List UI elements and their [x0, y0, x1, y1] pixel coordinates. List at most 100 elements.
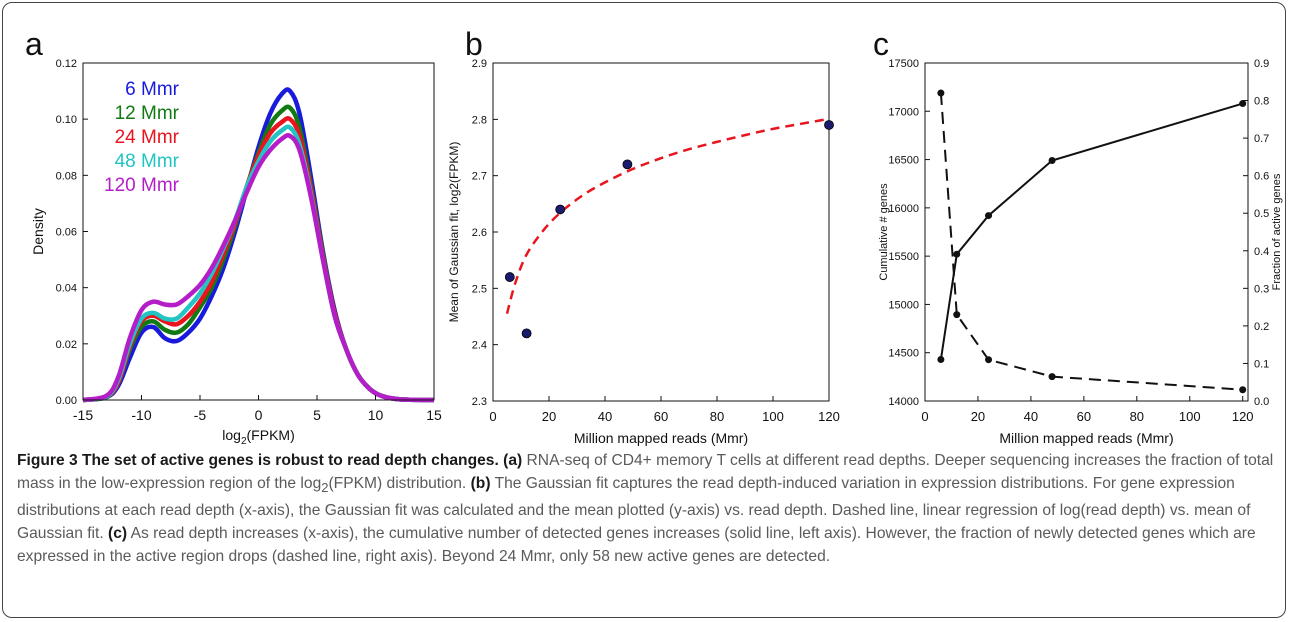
panel-a-x-tick-label: -10	[131, 407, 151, 423]
panel-b-y-tick-label: 2.3	[472, 396, 487, 408]
panel-c-left-y-axis-label: Cumulative # genes	[878, 183, 890, 281]
panel-a-x-tick-label: -15	[73, 407, 93, 423]
fraction-active-point	[937, 89, 945, 97]
panel-c-left-y-tick-label: 17000	[888, 106, 919, 118]
caption-b-text: The Gaussian fit captures the read depth…	[17, 475, 1251, 543]
legend-entry-120-mmr: 120 Mmr	[104, 175, 180, 196]
panel-b-x-tick-label: 60	[654, 409, 668, 424]
panel-c-label: c	[873, 26, 889, 62]
figure-caption: Figure 3 The set of active genes is robu…	[17, 449, 1279, 568]
panel-a-y-tick-label: 0.04	[56, 283, 77, 295]
panel-b-y-tick-label: 2.4	[472, 340, 487, 352]
caption-a-text: RNA-seq of CD4+ memory T cells at differ…	[17, 452, 1274, 492]
legend-entry-24-mmr: 24 Mmr	[115, 127, 180, 148]
figure-panels: a-15 -10 -5 0 5 10 150.000.020.040.060.080.100…	[25, 26, 1283, 447]
panel-a-x-axis-label: log2(FPKM)	[222, 427, 294, 447]
cumulative-genes-line	[939, 102, 1243, 360]
panel-b-label: b	[465, 26, 483, 62]
panel-a-x-tick-label: -5	[194, 407, 207, 423]
fraction-active-point	[1239, 386, 1247, 394]
panel-b-x-tick-label: 80	[710, 409, 724, 424]
panel-a-y-axis-label: Density	[30, 208, 46, 255]
caption-title: Figure 3 The set of active genes is robu…	[17, 452, 499, 469]
cumulative-genes-point	[1048, 157, 1056, 165]
panel-c-right-y-tick-label: 0.9	[1254, 58, 1269, 70]
panel-c-left-y-tick-label: 15000	[888, 299, 919, 311]
panel-c-left-y-tick-label: 16000	[888, 203, 919, 215]
panel-b-x-tick-label: 120	[818, 409, 840, 424]
panel-a-y-tick-label: 0.06	[56, 227, 77, 239]
panel-a-x-tick-label: 10	[368, 407, 384, 423]
panel-b-y-tick-label: 2.6	[472, 227, 487, 239]
panel-a-x-tick-label: 15	[426, 407, 442, 423]
panel-a-x-tick-label: 0	[255, 407, 263, 423]
panel-c-left-y-tick-label: 14000	[888, 396, 919, 408]
panel-c-right-y-tick-label: 0.8	[1254, 96, 1269, 108]
panel-b-y-tick-label: 2.5	[472, 283, 487, 295]
panel-a-y-tick-label: 0.12	[56, 58, 77, 70]
caption-a-text-end: (FPKM) distribution.	[328, 475, 467, 492]
caption-c-text: As read depth increases (x-axis), the cu…	[17, 525, 1256, 566]
caption-c-label: (c)	[108, 525, 128, 543]
panel-b-y-tick-label: 2.9	[472, 58, 487, 70]
panel-c-x-tick-label: 120	[1232, 409, 1254, 424]
panel-b-y-tick-label: 2.7	[472, 171, 487, 183]
panel-c-x-tick-label: 20	[971, 409, 985, 424]
panel-c-x-tick-label: 60	[1077, 409, 1091, 424]
panel-a-x-tick-label: 5	[313, 407, 321, 423]
panel-b-y-tick-label: 2.8	[472, 114, 487, 126]
panel-c-left-y-tick-label: 17500	[888, 58, 919, 70]
panel-b-x-axis-label: Million mapped reads (Mmr)	[574, 430, 748, 446]
fraction-active-point	[985, 356, 993, 364]
panel-c-right-y-tick-label: 0.7	[1254, 133, 1269, 145]
panel-a-y-tick-label: 0.02	[56, 339, 77, 351]
caption-a-subscript: 2	[321, 480, 329, 496]
panel-c-right-y-tick-label: 0.0	[1254, 396, 1269, 408]
panel-c-right-y-axis-label: Fraction of active genes	[1271, 173, 1283, 290]
density-curve-120-mmr	[82, 133, 435, 403]
panel-c-right-y-tick-label: 0.4	[1254, 246, 1269, 258]
legend-entry-12-mmr: 12 Mmr	[115, 103, 180, 124]
cumulative-genes-point	[1239, 100, 1247, 108]
caption-a-label: (a)	[503, 452, 523, 469]
panel-c-left-y-tick-label: 16500	[888, 155, 919, 167]
panel-c-right-y-tick-label: 0.1	[1254, 358, 1269, 370]
panel-c-right-y-tick-label: 0.5	[1254, 208, 1269, 220]
data-point	[504, 272, 515, 282]
panel-b-x-tick-label: 20	[542, 409, 556, 424]
panel-b-y-axis-label: Mean of Gaussian fit, log2(FPKM)	[447, 142, 461, 323]
data-point	[824, 120, 834, 130]
cumulative-genes-point	[953, 250, 961, 258]
panel-c-x-tick-label: 100	[1179, 409, 1201, 424]
panel-c-x-tick-label: 80	[1130, 409, 1144, 424]
panel-c-plot-frame	[924, 62, 1249, 402]
panel-c-left-y-tick-label: 14500	[888, 348, 919, 360]
cumulative-genes-point	[937, 355, 945, 363]
panel-a-y-tick-label: 0.10	[56, 114, 77, 126]
panel-a-label: a	[25, 26, 43, 62]
fraction-active-point	[953, 311, 961, 319]
panel-c-left-y-tick-label: 15500	[888, 251, 919, 263]
panel-c-x-tick-label: 0	[921, 409, 928, 424]
caption-b-label: (b)	[470, 475, 491, 492]
panel-c-x-axis-label: Million mapped reads (Mmr)	[999, 430, 1173, 446]
legend-entry-6-mmr: 6 Mmr	[125, 79, 180, 100]
panel-b-x-tick-label: 100	[762, 409, 784, 424]
panel-c-x-tick-label: 40	[1024, 409, 1038, 424]
legend-entry-48-mmr: 48 Mmr	[115, 151, 180, 172]
data-point	[521, 328, 532, 339]
cumulative-genes-point	[985, 212, 993, 220]
panel-c-right-y-tick-label: 0.3	[1254, 283, 1269, 295]
data-point	[622, 159, 633, 170]
panel-c-right-y-tick-label: 0.2	[1254, 321, 1269, 333]
fraction-active-point	[1048, 373, 1056, 381]
panel-a-y-tick-label: 0.00	[56, 395, 77, 407]
fraction-active-line	[939, 92, 1243, 391]
data-point	[555, 204, 566, 215]
panel-c-right-y-tick-label: 0.6	[1254, 171, 1269, 183]
panel-a-y-tick-label: 0.08	[56, 170, 77, 182]
panel-b-x-tick-label: 40	[598, 409, 612, 424]
regression-fit-line	[505, 117, 830, 315]
panel-b-x-tick-label: 0	[489, 409, 496, 424]
